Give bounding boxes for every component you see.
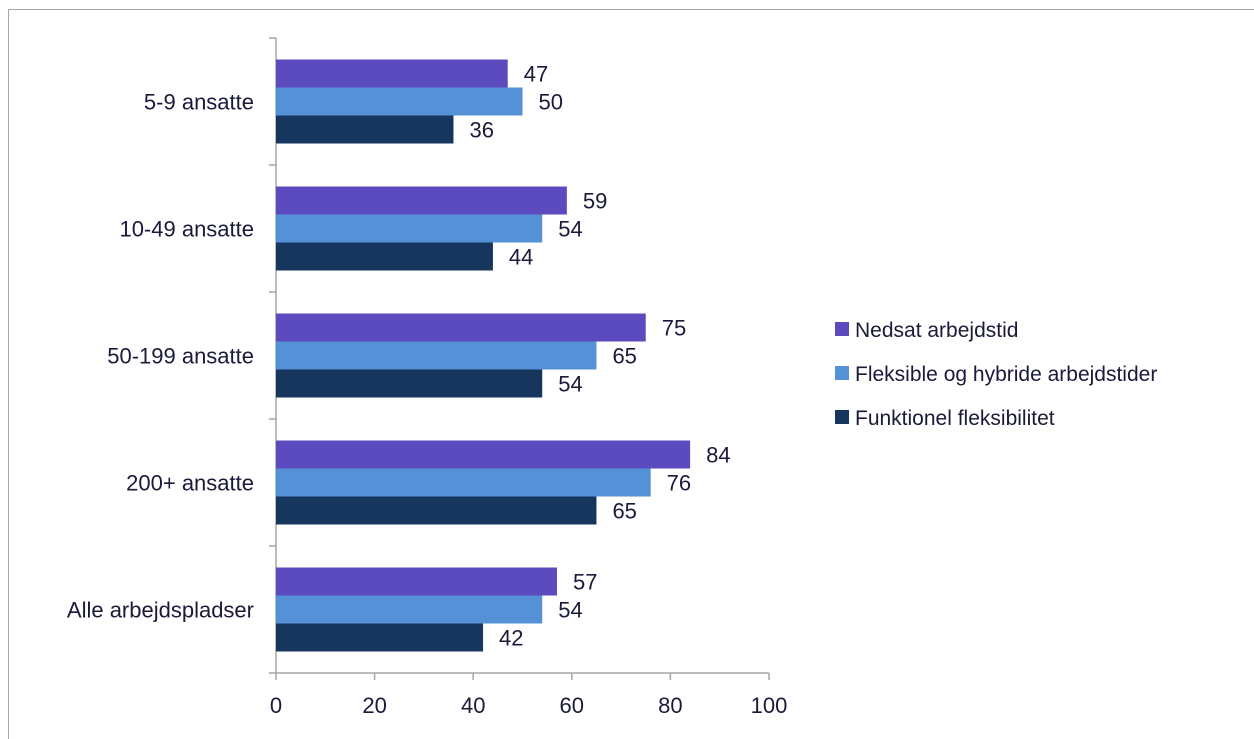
data-label: 44	[509, 245, 533, 270]
legend-label: Fleksible og hybride arbejdstider	[855, 363, 1157, 386]
bar	[276, 369, 543, 398]
bar	[276, 59, 508, 88]
x-tick-label: 0	[270, 693, 282, 718]
chart-legend: Nedsat arbejdstid Fleksible og hybride ar…	[835, 319, 1157, 430]
data-label: 65	[612, 344, 636, 369]
data-label: 75	[662, 316, 686, 341]
bar	[276, 567, 558, 596]
data-label: 54	[558, 217, 582, 242]
data-label: 42	[499, 626, 523, 651]
chart-frame	[8, 9, 1254, 739]
bar	[276, 623, 484, 652]
data-label: 76	[667, 471, 691, 496]
data-label: 54	[558, 372, 582, 397]
data-label: 50	[539, 90, 563, 115]
category-label: 5-9 ansatte	[144, 90, 254, 115]
data-label: 54	[558, 598, 582, 623]
category-label: 50-199 ansatte	[107, 344, 254, 369]
data-label: 59	[583, 189, 607, 214]
bar	[276, 115, 454, 144]
bar	[276, 186, 567, 215]
data-label: 47	[524, 62, 548, 87]
x-tick-label: 40	[461, 693, 485, 718]
data-label: 36	[469, 118, 493, 143]
bar	[276, 595, 543, 624]
bar	[276, 313, 646, 342]
data-label: 84	[706, 443, 730, 468]
category-label: 200+ ansatte	[126, 471, 254, 496]
x-tick-label: 20	[362, 693, 386, 718]
x-tick-label: 60	[560, 693, 584, 718]
bar	[276, 468, 651, 497]
data-label: 57	[573, 570, 597, 595]
bar	[276, 496, 597, 525]
x-tick-label: 100	[751, 693, 788, 718]
category-label: 10-49 ansatte	[119, 217, 254, 242]
bar	[276, 214, 543, 243]
bar	[276, 242, 493, 271]
x-tick-label: 80	[658, 693, 682, 718]
legend-label: Nedsat arbejdstid	[855, 319, 1018, 342]
legend-label: Funktionel fleksibilitet	[855, 407, 1055, 430]
bar	[276, 87, 523, 116]
bar	[276, 440, 691, 469]
legend-swatch	[835, 322, 849, 336]
chart-labels: 0 20 40 60 80 100 5-9 ansatte 47 50 36 10-49 ansat…	[67, 62, 787, 719]
bar	[276, 341, 597, 370]
chart-bars	[276, 59, 691, 652]
legend-swatch	[835, 366, 849, 380]
legend-swatch	[835, 410, 849, 424]
data-label: 65	[612, 499, 636, 524]
category-label: Alle arbejdspladser	[67, 598, 254, 623]
